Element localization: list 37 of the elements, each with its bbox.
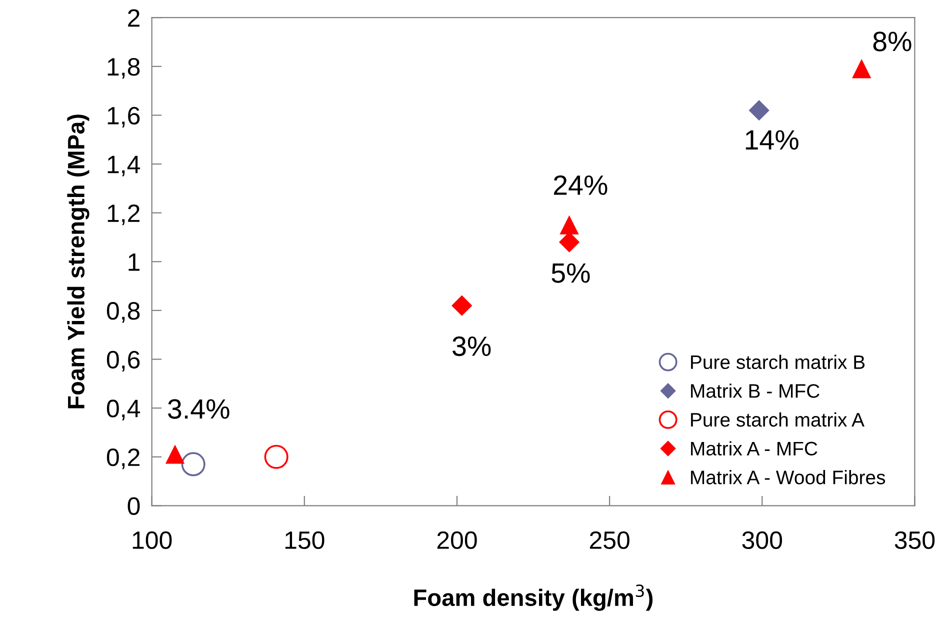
annotation: 5% [552, 263, 590, 283]
x-tick-label: 300 [742, 531, 782, 550]
x-tick-label: 250 [590, 531, 630, 550]
y-tick-label: 0,2 [106, 448, 140, 470]
x-tick-label: 100 [132, 531, 172, 550]
y-tick-label: 0,4 [106, 400, 140, 420]
y-tick-label: 1,8 [108, 58, 140, 79]
y-tick-label: 1,2 [108, 204, 140, 226]
y-tick-label: 1,6 [108, 106, 140, 128]
point [560, 216, 579, 234]
point [264, 444, 288, 469]
y-tick-label: 2 [128, 9, 140, 27]
point [181, 452, 206, 476]
legend-label: Matrix A - MFC [691, 441, 818, 456]
y-tick-label: 0,6 [106, 350, 140, 372]
legend-label: Matrix B - MFC [691, 384, 820, 398]
y-tick-label: 1,4 [108, 156, 140, 176]
point [452, 295, 472, 316]
y-axis-title: Foam Yield strength (MPa) [67, 114, 90, 408]
y-tick-label: 0,8 [106, 302, 140, 323]
legend-label: Pure starch matrix B [691, 354, 865, 370]
x-tick-label: 200 [437, 531, 477, 550]
x-tick-label: 150 [285, 531, 324, 550]
x-axis-title: Foam density (kg/m$^{3}$) [414, 584, 653, 611]
annotation: 14% [746, 130, 798, 150]
point [166, 445, 184, 464]
annotation: 3% [452, 336, 491, 356]
y-tick-label: 0 [128, 497, 140, 515]
legend-label: Pure starch matrix A [691, 412, 864, 427]
annotation: 24% [554, 175, 608, 195]
point [748, 100, 770, 121]
point [852, 59, 871, 78]
annotation: 8% [873, 32, 912, 52]
x-tick-label: 350 [894, 531, 935, 550]
y-tick-label: 1 [128, 254, 140, 271]
legend-label: Matrix A - Wood Fibres [691, 470, 886, 484]
annotation: 3.4% [168, 399, 230, 419]
